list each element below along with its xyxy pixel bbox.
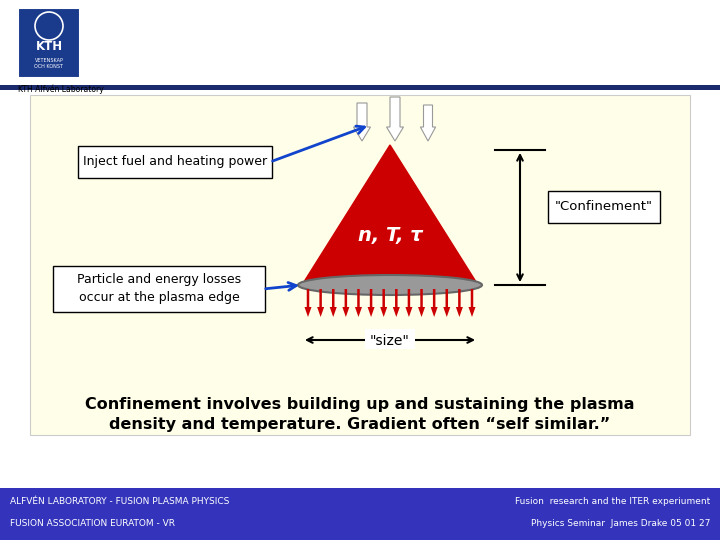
- Bar: [0, 488, 720, 540]
- FancyArrow shape: [405, 289, 413, 317]
- Text: VETENSKAP: VETENSKAP: [35, 57, 63, 63]
- FancyArrow shape: [317, 289, 324, 317]
- Text: n, T, τ: n, T, τ: [358, 226, 423, 245]
- Text: density and temperature. Gradient often “self similar.”: density and temperature. Gradient often …: [109, 417, 611, 433]
- FancyArrow shape: [368, 289, 374, 317]
- Text: ALFVÉN LABORATORY - FUSION PLASMA PHYSICS: ALFVÉN LABORATORY - FUSION PLASMA PHYSIC…: [10, 497, 230, 507]
- FancyBboxPatch shape: [548, 191, 660, 223]
- FancyArrow shape: [418, 289, 425, 317]
- FancyBboxPatch shape: [78, 146, 272, 178]
- Text: FUSION ASSOCIATION EURATOM - VR: FUSION ASSOCIATION EURATOM - VR: [10, 519, 175, 529]
- Text: Physics Seminar  James Drake 05 01 27: Physics Seminar James Drake 05 01 27: [531, 519, 710, 529]
- Bar: [0, 0, 720, 88]
- Text: KTH: KTH: [35, 39, 63, 52]
- Ellipse shape: [298, 275, 482, 295]
- Bar: [30, 95, 690, 435]
- FancyArrow shape: [456, 289, 463, 317]
- Text: Confinement involves building up and sustaining the plasma: Confinement involves building up and sus…: [85, 397, 635, 413]
- FancyArrow shape: [387, 97, 403, 141]
- Text: Particle and energy losses
occur at the plasma edge: Particle and energy losses occur at the …: [77, 273, 241, 305]
- Text: Inject fuel and heating power: Inject fuel and heating power: [83, 156, 267, 168]
- FancyArrow shape: [342, 289, 349, 317]
- FancyArrow shape: [305, 289, 312, 317]
- Bar: [0, 85, 720, 90]
- FancyArrow shape: [330, 289, 337, 317]
- Text: KTH Alfvén Laboratory: KTH Alfvén Laboratory: [18, 84, 104, 93]
- Text: Fusion  research and the ITER experiument: Fusion research and the ITER experiument: [515, 497, 710, 507]
- Text: OCH KONST: OCH KONST: [35, 64, 63, 69]
- Text: "size": "size": [370, 334, 410, 348]
- FancyArrow shape: [393, 289, 400, 317]
- FancyBboxPatch shape: [53, 266, 265, 312]
- FancyArrow shape: [469, 289, 475, 317]
- FancyArrow shape: [420, 105, 436, 141]
- FancyArrow shape: [380, 289, 387, 317]
- Bar: [365, 329, 415, 349]
- FancyArrow shape: [444, 289, 450, 317]
- Bar: [18, 8, 80, 78]
- FancyArrow shape: [354, 103, 371, 141]
- Polygon shape: [302, 145, 478, 285]
- FancyArrow shape: [355, 289, 362, 317]
- FancyArrow shape: [431, 289, 438, 317]
- Text: "Confinement": "Confinement": [555, 200, 653, 213]
